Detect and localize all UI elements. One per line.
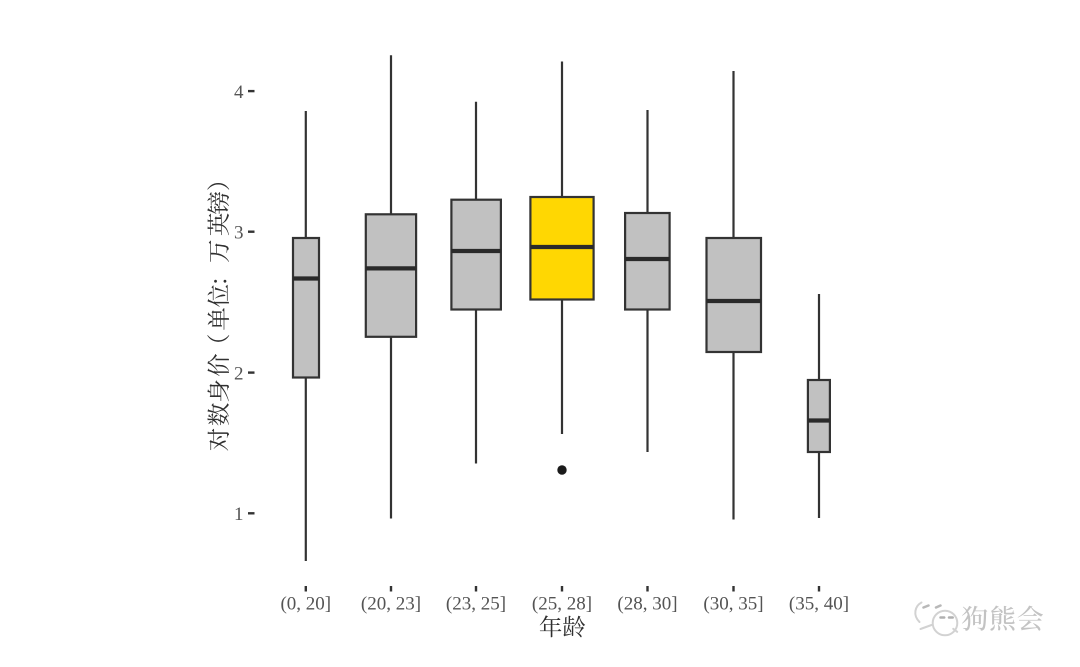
svg-text:(20, 23]: (20, 23]	[361, 593, 421, 614]
svg-text:3: 3	[234, 223, 244, 244]
svg-text:(23, 25]: (23, 25]	[446, 593, 506, 614]
svg-text:(25, 28]: (25, 28]	[532, 593, 592, 614]
svg-text:2: 2	[234, 364, 244, 385]
svg-text:(30, 35]: (30, 35]	[703, 593, 763, 614]
svg-text:4: 4	[234, 82, 244, 103]
svg-text:(28, 30]: (28, 30]	[617, 593, 677, 614]
svg-text:1: 1	[234, 504, 244, 525]
svg-text:(35, 40]: (35, 40]	[789, 593, 849, 614]
svg-text:(0, 20]: (0, 20]	[280, 593, 331, 614]
